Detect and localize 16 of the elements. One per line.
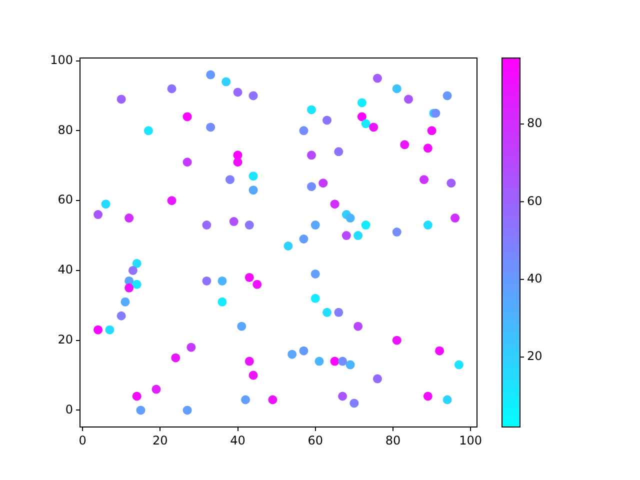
x-tick-label: 100	[459, 433, 482, 448]
x-tick-label: 40	[230, 433, 246, 448]
color-bar-label: 60	[527, 194, 542, 208]
x-tick-label: 60	[308, 433, 324, 448]
color-bar-label: 80	[527, 116, 542, 130]
x-tick-label: 20	[152, 433, 168, 448]
y-tick-label: 100	[50, 52, 73, 67]
y-tick-label: 80	[58, 122, 73, 137]
y-tick-label: 60	[58, 192, 73, 207]
color-bar-label: 20	[527, 349, 542, 364]
x-tick-label: 80	[385, 433, 401, 448]
y-tick-label: 40	[58, 262, 73, 277]
y-tick-label: 20	[58, 332, 73, 346]
x-tick-label: 0	[78, 433, 86, 448]
color-bar-label: 40	[527, 272, 542, 286]
y-tick-label: 0	[65, 402, 73, 416]
